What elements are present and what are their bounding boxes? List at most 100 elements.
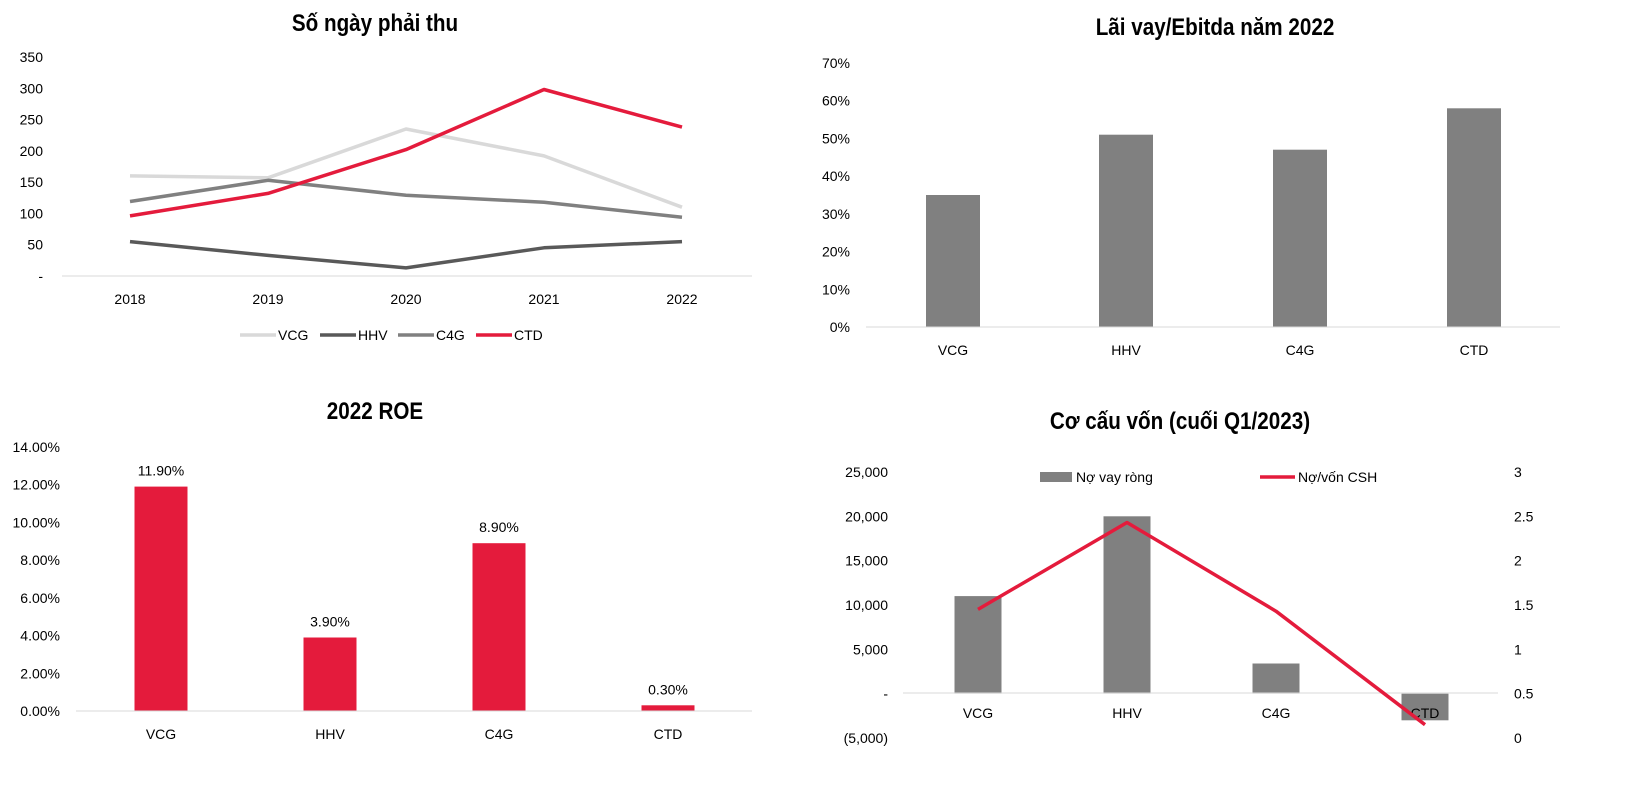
bars <box>134 486 695 711</box>
x-tick-label: C4G <box>1286 342 1315 358</box>
y-tick-label: 50% <box>822 130 850 146</box>
series-line-ctd <box>129 87 683 218</box>
ratio-line <box>977 520 1427 727</box>
x-tick-label: 2018 <box>114 291 145 307</box>
x-tick-label: 2019 <box>252 291 283 307</box>
y-tick-label-left: 25,000 <box>845 464 888 480</box>
y-tick-label: 150 <box>20 174 44 190</box>
y-tick-label: 6.00% <box>20 590 60 606</box>
y-tick-label: 50 <box>27 237 43 253</box>
x-tick-label: CTD <box>1460 342 1489 358</box>
y-tick-label: 8.00% <box>20 552 60 568</box>
chart-title: Cơ cấu vốn (cuối Q1/2023) <box>1049 408 1311 435</box>
y-tick-label: 200 <box>20 143 44 159</box>
x-tick-label: CTD <box>654 726 683 742</box>
y-tick-label: 0% <box>830 319 850 335</box>
x-tick-label: 2020 <box>390 291 421 307</box>
y-tick-label-right: 2 <box>1514 553 1522 569</box>
chart-svg-roe-2022: 0.00% 2.00% 4.00% 6.00% 8.00% 10.00% 12.00% 14.… <box>13 439 752 742</box>
bar-vcg <box>926 195 980 327</box>
y-tick-label: 12.00% <box>13 477 60 493</box>
y-axis-labels: 0.00% 2.00% 4.00% 6.00% 8.00% 10.00% 12.00% 14.… <box>13 439 60 719</box>
y-tick-label: 70% <box>822 55 850 71</box>
x-tick-label: VCG <box>938 342 968 358</box>
chart-roe-2022: 2022 ROE 0.00% 2.00% 4.00% 6.00% 8.00% 10.00%… <box>0 390 800 790</box>
y-tick-label: 0.00% <box>20 703 60 719</box>
chart-capital-structure: Cơ cấu vốn (cuối Q1/2023) (5,000) - 5,000 1… <box>800 390 1630 790</box>
series-line-vcg <box>129 127 683 209</box>
x-axis-labels: VCG HHV C4G CTD <box>146 726 683 742</box>
y-tick-label-right: 3 <box>1514 464 1522 480</box>
y-tick-label-left: - <box>883 686 888 702</box>
data-label-ctd: 0.30% <box>648 681 688 697</box>
legend-label-no-vay-rong: Nợ vay ròng <box>1076 469 1153 485</box>
bars <box>954 516 1449 721</box>
legend-label-hhv: HHV <box>358 327 388 343</box>
x-tick-label: 2022 <box>666 291 697 307</box>
y-axis-labels-left: (5,000) - 5,000 10,000 15,000 20,000 25,000 <box>844 464 889 746</box>
y-axis-labels: - 50 100 150 200 250 300 350 <box>20 49 44 284</box>
chart-title: Số ngày phải thu <box>291 10 459 37</box>
bar-hhv <box>303 637 357 711</box>
y-axis-labels-right: 0 0.5 1 1.5 2 2.5 3 <box>1514 464 1534 746</box>
legend-label-ctd: CTD <box>514 327 543 343</box>
data-label-vcg: 11.90% <box>138 463 184 479</box>
bar-c4g <box>1252 663 1300 694</box>
series-line-hhv <box>129 239 683 270</box>
legend-label-vcg: VCG <box>278 327 308 343</box>
y-tick-label: 10% <box>822 281 850 297</box>
x-axis-labels: VCG HHV C4G CTD <box>963 705 1440 721</box>
data-label-c4g: 8.90% <box>479 519 519 535</box>
series-line-no-von-csh <box>977 520 1427 727</box>
legend-label-c4g: C4G <box>436 327 465 343</box>
legend-label-no-von-csh: Nợ/vốn CSH <box>1298 469 1377 485</box>
bar-hhv <box>1099 134 1153 327</box>
x-tick-label: C4G <box>485 726 514 742</box>
y-tick-label-right: 1.5 <box>1514 597 1534 613</box>
y-tick-label-right: 1 <box>1514 641 1522 657</box>
y-tick-label: 250 <box>20 112 44 128</box>
y-tick-label: 350 <box>20 49 44 65</box>
series-line-c4g <box>129 178 683 219</box>
y-tick-label-right: 0.5 <box>1514 686 1534 702</box>
x-axis-labels: VCG HHV C4G CTD <box>938 342 1489 358</box>
y-tick-label: 30% <box>822 206 850 222</box>
y-tick-label: - <box>38 268 43 284</box>
chart-interest-ebitda: Lãi vay/Ebitda năm 2022 0% 10% 20% 30% 40% 50… <box>800 0 1630 380</box>
bars <box>926 108 1501 327</box>
chart-title: Lãi vay/Ebitda năm 2022 <box>1095 14 1335 41</box>
y-tick-label-left: 10,000 <box>845 597 888 613</box>
x-tick-label: VCG <box>963 705 993 721</box>
bar-ctd <box>1401 693 1449 721</box>
x-tick-label: HHV <box>1112 705 1142 721</box>
chart-receivable-days: Số ngày phải thu - 50 100 150 200 250 300 350 2… <box>0 0 800 380</box>
y-tick-label: 60% <box>822 93 850 109</box>
chart-title: 2022 ROE <box>326 398 424 425</box>
y-tick-label-right: 0 <box>1514 730 1522 746</box>
y-tick-label: 300 <box>20 80 44 96</box>
bar-ctd <box>641 705 695 711</box>
x-tick-label: HHV <box>1111 342 1141 358</box>
y-tick-label-right: 2.5 <box>1514 508 1534 524</box>
x-tick-label: C4G <box>1262 705 1291 721</box>
legend-swatch-no-vay-rong <box>1040 472 1072 482</box>
x-axis-labels: 2018 2019 2020 2021 2022 <box>114 291 697 307</box>
y-tick-label: 100 <box>20 205 44 221</box>
y-tick-label: 14.00% <box>13 439 60 455</box>
x-tick-label: 2021 <box>528 291 559 307</box>
y-axis-labels: 0% 10% 20% 30% 40% 50% 60% 70% <box>822 55 850 335</box>
bar-ctd <box>1447 108 1501 327</box>
x-tick-label: HHV <box>315 726 345 742</box>
y-tick-label: 20% <box>822 244 850 260</box>
bar-hhv <box>1103 516 1151 694</box>
x-tick-label: CTD <box>1411 705 1440 721</box>
series-lines <box>129 87 683 270</box>
chart-svg-interest-ebitda: 0% 10% 20% 30% 40% 50% 60% 70% VCG HHV C4G CTD <box>822 55 1560 358</box>
bar-c4g <box>1273 149 1327 327</box>
bar-vcg <box>954 596 1002 694</box>
legend: VCG HHV C4G CTD <box>240 327 543 343</box>
y-tick-label-left: (5,000) <box>844 730 888 746</box>
bar-vcg <box>134 486 188 711</box>
data-label-hhv: 3.90% <box>310 614 350 630</box>
